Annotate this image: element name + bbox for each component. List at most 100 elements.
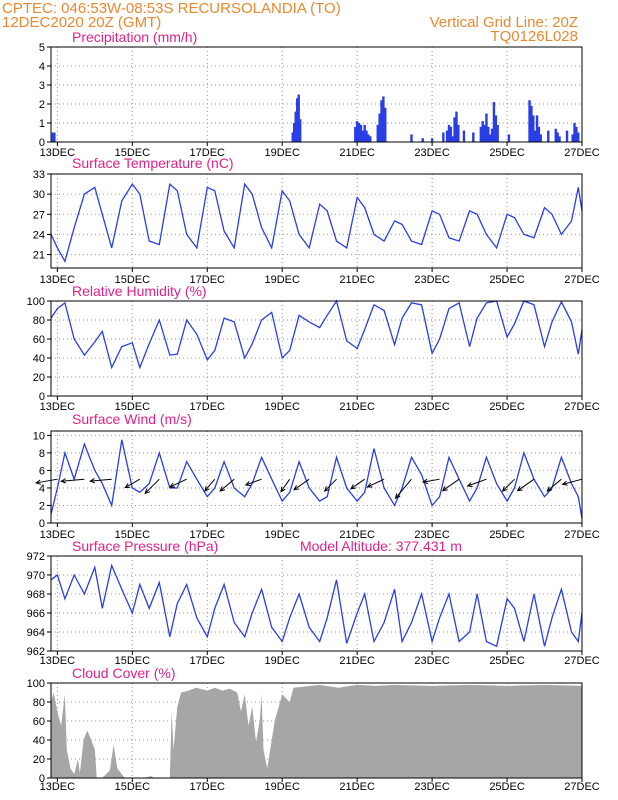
precip-bar — [485, 113, 488, 142]
y-tick-label: 40 — [33, 353, 45, 365]
cloud-cover-area — [51, 684, 582, 778]
precip-bar — [449, 126, 453, 142]
y-tick-label: 966 — [27, 608, 45, 620]
x-tick-label: 25DEC — [489, 781, 525, 793]
y-tick-label: 0 — [39, 137, 45, 149]
y-tick-label: 80 — [33, 315, 45, 327]
precip-bar — [472, 132, 475, 142]
precip-bar — [376, 124, 379, 142]
precip-bar — [457, 124, 460, 142]
precip-bar — [380, 100, 383, 142]
x-tick-label: 23DEC — [414, 655, 450, 667]
panel-5: 962 964 966 968 970 972 13DEC 15DEC 17DEC 19DEC 21… — [27, 538, 600, 667]
wind-arrow — [90, 478, 112, 482]
precip-bar — [577, 132, 580, 142]
y-tick-label: 100 — [27, 678, 45, 690]
y-tick-label: 80 — [33, 697, 45, 709]
precip-bar — [365, 130, 368, 142]
wind-arrow-head — [168, 482, 175, 488]
precip-bar — [453, 117, 456, 142]
wind-arrow-head — [34, 479, 42, 485]
wind-arrow — [517, 478, 535, 492]
wind-arrow-head — [219, 486, 226, 492]
precip-bar — [293, 123, 296, 142]
wind-arrow-head — [441, 486, 448, 492]
y-tick-label: 0 — [39, 773, 45, 785]
x-tick-label: 21DEC — [339, 147, 375, 159]
precip-bar — [530, 105, 533, 142]
x-tick-label: 19DEC — [264, 655, 300, 667]
precip-bar — [297, 94, 300, 142]
wind-arrow — [395, 478, 412, 499]
x-tick-label: 21DEC — [339, 781, 375, 793]
y-tick-label: 2 — [39, 99, 45, 111]
x-tick-label: 27DEC — [564, 401, 600, 413]
panel-frame — [50, 173, 583, 269]
precip-bar — [355, 121, 359, 142]
precip-bar — [528, 100, 531, 142]
x-tick-label: 19DEC — [264, 147, 300, 159]
x-tick-label: 21DEC — [339, 529, 375, 541]
x-tick-label: 27DEC — [564, 147, 600, 159]
series-line — [50, 182, 583, 263]
header-model-code: TQ0126L028 — [490, 28, 578, 45]
precip-bar — [369, 136, 372, 142]
panels-group: 0 1 2 3 4 5 13DEC 15DEC 17DEC 19DEC 21DEC 23DEC 25DE… — [27, 29, 600, 793]
y-tick-label: 0 — [39, 391, 45, 403]
wind-arrow-head — [561, 480, 568, 486]
x-tick-label: 25DEC — [489, 401, 525, 413]
precip-bar — [442, 132, 445, 142]
panel-2: 21 24 27 30 33 13DEC 15DEC 17DEC 19DEC 21DEC 23DEC… — [33, 155, 600, 286]
wind-arrow-head — [501, 486, 508, 492]
x-tick-label: 27DEC — [564, 781, 600, 793]
wind-arrow — [442, 478, 460, 492]
panel-4: 0 2 4 6 8 10 13DEC 15DEC 17DEC 19DEC 21DEC 23DEC 25D… — [33, 411, 600, 541]
panel-frame — [50, 46, 583, 143]
x-tick-label: 27DEC — [564, 529, 600, 541]
y-tick-label: 2 — [39, 500, 45, 512]
precip-bar — [507, 134, 511, 142]
wind-arrow-head — [144, 488, 151, 495]
y-tick-label: 60 — [33, 334, 45, 346]
y-tick-label: 3 — [39, 80, 45, 92]
precip-bar — [354, 126, 357, 142]
precip-bar — [481, 121, 484, 142]
panel-frame — [50, 682, 583, 779]
precip-bar — [462, 130, 466, 142]
x-tick-label: 13DEC — [40, 781, 76, 793]
x-tick-label: 19DEC — [264, 401, 300, 413]
x-tick-label: 19DEC — [264, 781, 300, 793]
x-tick-label: 25DEC — [489, 147, 525, 159]
x-tick-label: 21DEC — [339, 655, 375, 667]
y-tick-label: 4 — [39, 61, 45, 73]
panel-title: Relative Humidity (%) — [72, 283, 207, 299]
series-line — [50, 299, 583, 370]
wind-arrow-head — [89, 478, 96, 484]
x-tick-label: 23DEC — [414, 147, 450, 159]
y-tick-label: 24 — [33, 229, 45, 241]
wind-arrow — [467, 478, 487, 487]
x-tick-label: 21DEC — [339, 401, 375, 413]
x-tick-label: 15DEC — [115, 147, 151, 159]
y-tick-label: 60 — [33, 716, 45, 728]
precip-bar — [361, 130, 364, 142]
x-tick-label: 25DEC — [489, 655, 525, 667]
wind-arrow — [169, 478, 187, 488]
y-tick-label: 4 — [39, 483, 45, 495]
precip-bar — [455, 111, 458, 142]
x-tick-label: 19DEC — [264, 529, 300, 541]
wind-arrow — [144, 478, 160, 494]
wind-arrow — [350, 478, 365, 490]
x-tick-label: 23DEC — [414, 401, 450, 413]
panel-title: Cloud Cover (%) — [72, 665, 175, 681]
panel-title: Surface Temperature (nC) — [72, 155, 234, 171]
y-tick-label: 1 — [39, 118, 45, 130]
x-tick-label: 17DEC — [190, 401, 226, 413]
panel-frame — [50, 555, 583, 652]
y-tick-label: 100 — [27, 296, 45, 308]
x-tick-label: 23DEC — [414, 529, 450, 541]
y-tick-label: 972 — [27, 551, 45, 563]
precip-bar — [53, 132, 56, 142]
precip-bar — [357, 123, 361, 142]
series-line — [50, 563, 583, 648]
